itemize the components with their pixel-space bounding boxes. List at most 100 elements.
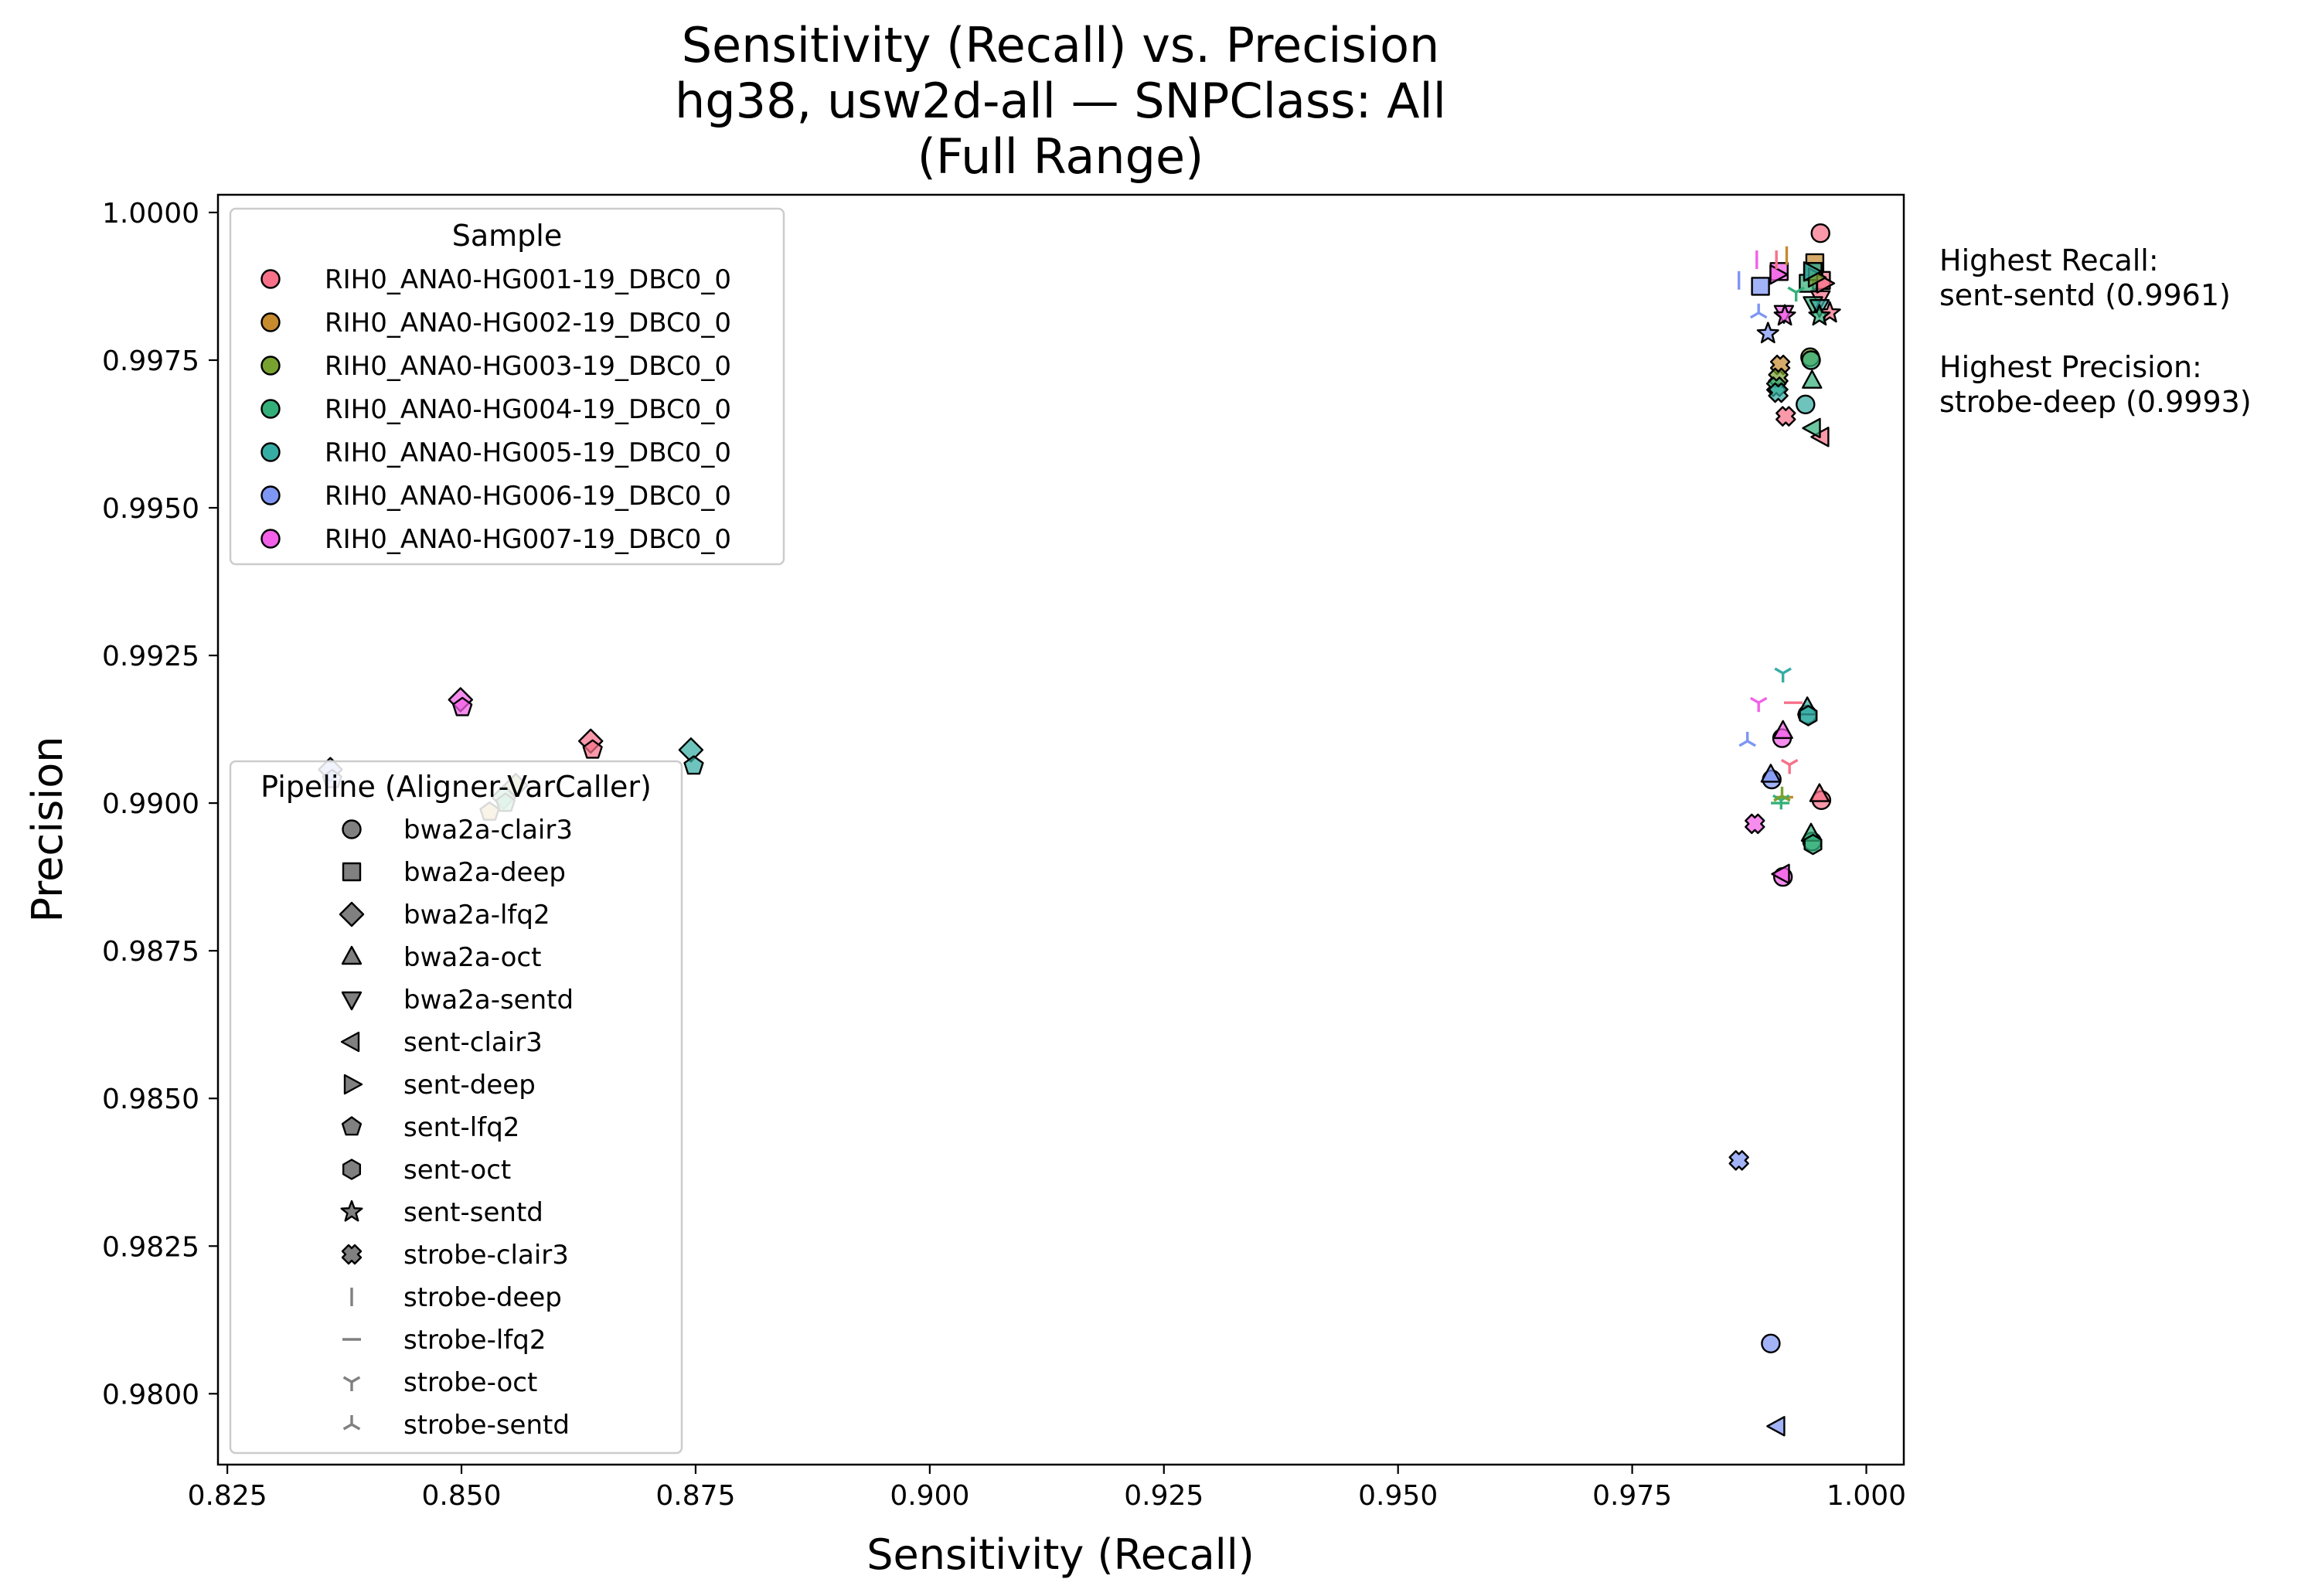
data-point xyxy=(1802,369,1823,389)
data-point xyxy=(1738,731,1756,747)
x-tick-label: 0.975 xyxy=(1592,1480,1672,1512)
pipeline-legend-marker xyxy=(339,901,365,927)
x-tick-label: 0.825 xyxy=(188,1480,267,1512)
data-point xyxy=(1745,813,1765,835)
pipeline-legend-label: sent-sentd xyxy=(403,1197,543,1228)
pipeline-legend-box xyxy=(229,760,683,1455)
pipeline-legend-label: sent-oct xyxy=(403,1155,511,1186)
data-point xyxy=(1810,223,1830,243)
x-tick-label: 0.950 xyxy=(1358,1480,1438,1512)
data-point xyxy=(1769,264,1789,285)
y-tick-label: 1.0000 xyxy=(102,198,199,230)
data-point xyxy=(1761,1333,1781,1354)
pipeline-legend-marker xyxy=(342,1376,361,1391)
pipeline-legend-marker xyxy=(342,1159,362,1180)
y-tick-label: 0.9800 xyxy=(102,1379,199,1411)
plot-frame xyxy=(216,193,1905,1466)
pipeline-legend-marker xyxy=(342,1415,361,1431)
data-point xyxy=(1802,417,1821,439)
sample-legend-label: RIH0_ANA0-HG004-19_DBC0_0 xyxy=(325,394,731,425)
x-tick-label: 1.000 xyxy=(1826,1480,1906,1512)
data-point xyxy=(1728,1150,1749,1171)
sample-legend-marker xyxy=(260,485,281,505)
pipeline-legend-marker xyxy=(342,819,362,839)
data-point xyxy=(1773,304,1796,326)
data-point xyxy=(1774,667,1792,682)
pipeline-legend-label: bwa2a-lfq2 xyxy=(403,900,550,931)
sample-legend-marker xyxy=(260,312,281,332)
pipeline-legend-label: strobe-clair3 xyxy=(403,1240,569,1271)
pipeline-legend-marker xyxy=(342,862,362,882)
pipeline-legend-title: Pipeline (Aligner-VarCaller) xyxy=(260,770,652,804)
data-point xyxy=(1799,705,1818,727)
x-axis-ticks: 0.825 0.850 0.875 0.900 0.925 0.950 0.975 1.000 xyxy=(188,1465,1906,1512)
pipeline-legend-marker xyxy=(343,1074,363,1095)
pipeline-legend-marker xyxy=(341,945,363,965)
data-point xyxy=(1773,786,1791,802)
pipeline-legend-label: sent-lfq2 xyxy=(403,1112,519,1143)
y-tick-label: 0.9950 xyxy=(102,493,199,525)
sample-legend-label: RIH0_ANA0-HG006-19_DBC0_0 xyxy=(325,481,731,512)
data-point xyxy=(1766,1416,1786,1437)
data-point xyxy=(1803,833,1823,856)
summary-annotation: Highest Recall: sent-sentd (0.9961) High… xyxy=(1939,243,2252,419)
sample-legend-marker xyxy=(260,442,281,462)
y-tick-label: 0.9975 xyxy=(102,345,199,377)
y-axis-label: Precision xyxy=(23,737,72,923)
pipeline-legend-marker xyxy=(340,1031,360,1053)
data-point xyxy=(1787,286,1805,302)
data-point xyxy=(1780,758,1799,774)
pipeline-legend-label: strobe-lfq2 xyxy=(403,1325,546,1356)
sample-legend-label: RIH0_ANA0-HG005-19_DBC0_0 xyxy=(325,437,731,468)
data-point xyxy=(1775,406,1796,427)
data-point xyxy=(1749,303,1768,319)
data-point xyxy=(1760,764,1782,783)
pipeline-legend-label: bwa2a-deep xyxy=(403,857,566,888)
data-point xyxy=(1772,720,1793,740)
y-tick-label: 0.9900 xyxy=(102,788,199,820)
data-point xyxy=(1768,382,1789,403)
data-point xyxy=(1756,322,1779,344)
data-point xyxy=(1796,394,1816,414)
pipeline-legend-label: bwa2a-sentd xyxy=(403,985,574,1016)
pipeline-legend-label: strobe-deep xyxy=(403,1282,562,1313)
data-point xyxy=(1809,783,1830,802)
sample-legend: Sample RIH0_ANA0-HG001-19_DBC0_0 RIH0_ANA… xyxy=(229,207,785,566)
chart-title-line-2: hg38, usw2d-all — SNPClass: All xyxy=(675,73,1446,129)
sample-legend-title: Sample xyxy=(452,219,562,253)
x-tick-label: 0.875 xyxy=(655,1480,735,1512)
pipeline-legend-label: sent-clair3 xyxy=(403,1027,543,1058)
y-tick-label: 0.9875 xyxy=(102,936,199,968)
y-tick-label: 0.9925 xyxy=(102,641,199,672)
sample-legend-label: RIH0_ANA0-HG007-19_DBC0_0 xyxy=(325,524,731,555)
sample-legend-label: RIH0_ANA0-HG002-19_DBC0_0 xyxy=(325,308,731,339)
data-point xyxy=(1771,863,1790,885)
annotation-line-4: Highest Precision: xyxy=(1939,350,2202,384)
annotation-line-1: Highest Recall: xyxy=(1939,243,2159,277)
sample-legend-label: RIH0_ANA0-HG001-19_DBC0_0 xyxy=(325,264,731,295)
data-point xyxy=(683,755,704,775)
chart-title: Sensitivity (Recall) vs. Precision hg38,… xyxy=(675,17,1446,185)
x-tick-label: 0.900 xyxy=(890,1480,969,1512)
pipeline-legend-label: bwa2a-oct xyxy=(403,942,541,973)
data-point xyxy=(1751,277,1770,296)
pipeline-legend-marker xyxy=(341,991,363,1011)
data-point xyxy=(452,696,473,716)
sample-legend-marker xyxy=(260,269,281,289)
chart-title-line-1: Sensitivity (Recall) vs. Precision xyxy=(682,17,1440,73)
sample-legend-label: RIH0_ANA0-HG003-19_DBC0_0 xyxy=(325,351,731,382)
data-point xyxy=(1749,696,1768,713)
pipeline-legend-marker xyxy=(341,1244,363,1265)
pipeline-legend-label: sent-deep xyxy=(403,1070,536,1101)
pipeline-legend-marker xyxy=(340,1200,363,1222)
x-axis-label: Sensitivity (Recall) xyxy=(866,1530,1255,1579)
pipeline-legend-marker xyxy=(341,1116,363,1136)
chart-title-line-3: (Full Range) xyxy=(917,128,1204,185)
sample-legend-marker xyxy=(260,356,281,376)
data-point xyxy=(1803,261,1823,282)
sample-legend-box xyxy=(229,207,785,566)
sample-legend-marker xyxy=(260,529,281,549)
x-tick-label: 0.925 xyxy=(1124,1480,1203,1512)
y-tick-label: 0.9825 xyxy=(102,1231,199,1263)
